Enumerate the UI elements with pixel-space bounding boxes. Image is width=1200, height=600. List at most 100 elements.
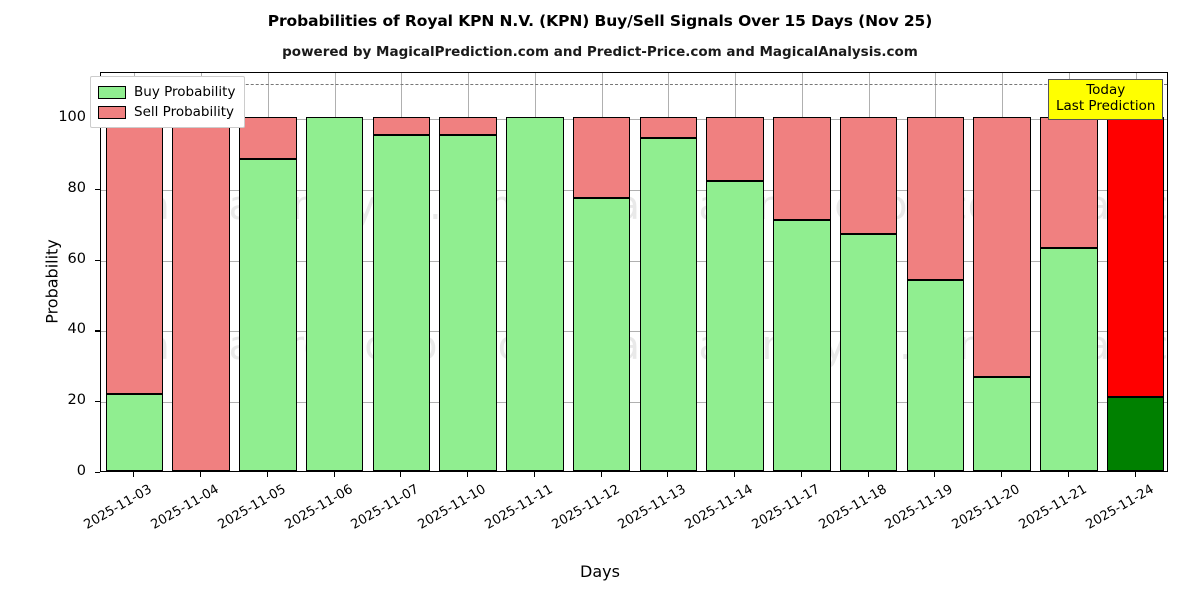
bar-segment-buy[interactable] bbox=[1106, 396, 1165, 471]
y-tick-mark bbox=[95, 188, 100, 190]
x-tick-label: 2025-11-06 bbox=[282, 482, 356, 533]
x-tick-label: 2025-11-03 bbox=[81, 482, 155, 533]
x-tick-mark bbox=[600, 472, 602, 477]
x-tick-mark bbox=[734, 472, 736, 477]
bar-segment-buy[interactable] bbox=[239, 159, 297, 471]
y-tick-mark bbox=[95, 472, 100, 474]
bar-segment-sell[interactable] bbox=[439, 117, 497, 135]
y-tick-mark bbox=[95, 401, 100, 403]
bar-segment-buy[interactable] bbox=[105, 394, 164, 471]
bar-segment-sell[interactable] bbox=[639, 117, 698, 139]
bar-group[interactable] bbox=[639, 73, 698, 471]
bar-segment-buy[interactable] bbox=[305, 117, 364, 471]
y-axis-label: Probability bbox=[42, 239, 62, 324]
x-tick-label: 2025-11-24 bbox=[1083, 482, 1157, 533]
x-tick-mark bbox=[800, 472, 802, 477]
bar-group[interactable] bbox=[706, 73, 764, 471]
y-tick-mark bbox=[95, 259, 100, 261]
x-tick-label: 2025-11-20 bbox=[949, 482, 1023, 533]
legend-label: Buy Probability bbox=[134, 84, 236, 100]
x-tick-label: 2025-11-10 bbox=[415, 482, 489, 533]
bar-segment-sell[interactable] bbox=[105, 117, 164, 395]
chart-subtitle: powered by MagicalPrediction.com and Pre… bbox=[282, 44, 918, 60]
bar-segment-buy[interactable] bbox=[906, 279, 965, 471]
gridline-horizontal bbox=[101, 331, 1167, 333]
plot-area: MagicalAnalysis.comMagicalPrediction.com… bbox=[100, 72, 1168, 472]
bar-group[interactable] bbox=[773, 73, 831, 471]
bar-segment-buy[interactable] bbox=[572, 198, 631, 471]
bar-segment-sell[interactable] bbox=[239, 117, 297, 160]
x-tick-mark bbox=[266, 472, 268, 477]
bar-group[interactable] bbox=[239, 73, 297, 471]
x-tick-mark bbox=[200, 472, 202, 477]
today-annotation-line2: Last Prediction bbox=[1056, 97, 1156, 114]
x-tick-mark bbox=[533, 472, 535, 477]
x-tick-label: 2025-11-14 bbox=[682, 482, 756, 533]
bar-segment-buy[interactable] bbox=[773, 219, 831, 471]
x-tick-mark bbox=[667, 472, 669, 477]
bar-series-layer bbox=[101, 73, 1167, 471]
x-tick-mark bbox=[467, 472, 469, 477]
x-axis-label: Days bbox=[580, 562, 620, 581]
gridline-horizontal bbox=[101, 119, 1167, 121]
legend-swatch-icon bbox=[98, 105, 126, 119]
x-tick-label: 2025-11-11 bbox=[482, 482, 556, 533]
legend-item[interactable]: Sell Probability bbox=[98, 102, 235, 122]
bar-group[interactable] bbox=[105, 73, 164, 471]
bar-group[interactable] bbox=[1040, 73, 1098, 471]
bar-group[interactable] bbox=[305, 73, 364, 471]
bar-group[interactable] bbox=[506, 73, 564, 471]
x-tick-mark bbox=[934, 472, 936, 477]
y-tick-label: 40 bbox=[67, 321, 86, 338]
legend-swatch-icon bbox=[98, 85, 126, 99]
bar-segment-buy[interactable] bbox=[372, 134, 431, 471]
x-tick-label: 2025-11-18 bbox=[816, 482, 890, 533]
bar-segment-sell[interactable] bbox=[372, 117, 431, 135]
x-tick-label: 2025-11-17 bbox=[749, 482, 823, 533]
bar-group[interactable] bbox=[439, 73, 497, 471]
x-tick-label: 2025-11-19 bbox=[882, 482, 956, 533]
gridline-horizontal bbox=[101, 260, 1167, 262]
bar-segment-buy[interactable] bbox=[639, 138, 698, 471]
bar-segment-buy[interactable] bbox=[706, 180, 764, 471]
today-annotation-line1: Today bbox=[1086, 82, 1126, 98]
bar-segment-buy[interactable] bbox=[506, 117, 564, 471]
bar-segment-buy[interactable] bbox=[439, 134, 497, 471]
bar-segment-sell[interactable] bbox=[973, 117, 1031, 378]
gridline-horizontal bbox=[101, 402, 1167, 404]
bar-segment-sell[interactable] bbox=[839, 117, 898, 234]
bar-group[interactable] bbox=[1106, 73, 1165, 471]
x-tick-mark bbox=[400, 472, 402, 477]
bar-segment-sell[interactable] bbox=[773, 117, 831, 220]
x-tick-mark bbox=[1001, 472, 1003, 477]
bar-segment-sell[interactable] bbox=[706, 117, 764, 181]
bar-group[interactable] bbox=[172, 73, 230, 471]
bar-segment-buy[interactable] bbox=[839, 233, 898, 471]
x-tick-mark bbox=[333, 472, 335, 477]
x-tick-mark bbox=[133, 472, 135, 477]
y-tick-label: 60 bbox=[67, 250, 86, 267]
bar-segment-sell[interactable] bbox=[1040, 117, 1098, 248]
bar-group[interactable] bbox=[372, 73, 431, 471]
x-tick-label: 2025-11-13 bbox=[615, 482, 689, 533]
chart-legend: Buy Probability Sell Probability bbox=[90, 76, 246, 128]
x-tick-label: 2025-11-04 bbox=[148, 482, 222, 533]
bar-group[interactable] bbox=[572, 73, 631, 471]
bar-group[interactable] bbox=[906, 73, 965, 471]
bar-segment-sell[interactable] bbox=[1106, 117, 1165, 397]
bar-segment-buy[interactable] bbox=[973, 377, 1031, 471]
x-tick-label: 2025-11-07 bbox=[348, 482, 422, 533]
bar-segment-sell[interactable] bbox=[572, 117, 631, 199]
x-tick-mark bbox=[1134, 472, 1136, 477]
bar-segment-sell[interactable] bbox=[172, 117, 230, 471]
y-tick-label: 100 bbox=[58, 109, 86, 126]
legend-item[interactable]: Buy Probability bbox=[98, 82, 235, 102]
x-tick-label: 2025-11-05 bbox=[215, 482, 289, 533]
bar-group[interactable] bbox=[973, 73, 1031, 471]
x-tick-mark bbox=[867, 472, 869, 477]
today-annotation: Today Last Prediction bbox=[1048, 79, 1164, 120]
bar-segment-buy[interactable] bbox=[1040, 247, 1098, 471]
bar-segment-sell[interactable] bbox=[906, 117, 965, 280]
bar-group[interactable] bbox=[839, 73, 898, 471]
